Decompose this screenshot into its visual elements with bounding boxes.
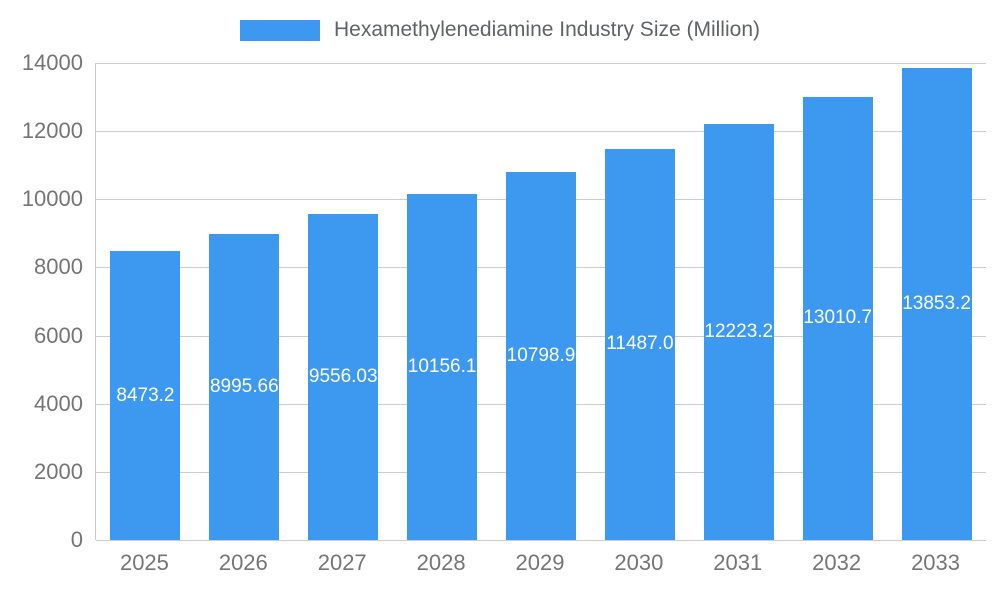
legend: Hexamethylenediamine Industry Size (Mill… <box>0 18 1000 42</box>
chart-title: Hexamethylenediamine Industry Size (Mill… <box>333 18 760 41</box>
bar-value-label: 11487.0 <box>606 333 674 355</box>
x-axis-tick-label: 2028 <box>416 550 466 575</box>
bar-value-label: 12223.2 <box>704 320 774 342</box>
x-axis-tick-label: 2031 <box>713 550 763 575</box>
x-axis-tick-label: 2027 <box>317 550 367 575</box>
bar-value-label: 10156.1 <box>407 355 477 377</box>
gridline <box>96 63 986 64</box>
bar-value-label: 10798.9 <box>506 345 576 367</box>
y-axis-tick-label: 10000 <box>21 186 83 212</box>
x-axis-tick-label: 2026 <box>218 550 268 575</box>
legend-swatch <box>239 19 320 41</box>
bar-value-label: 13010.7 <box>803 307 872 329</box>
plot-area: 8473.2 8995.66 9556.03 10156.1 10798.9 11487.… <box>95 63 986 541</box>
bar: 9556.03 <box>308 214 379 540</box>
bar: 10798.9 <box>506 172 576 540</box>
bar: 12223.2 <box>703 123 774 540</box>
bar: 8995.66 <box>209 233 280 540</box>
bar: 8473.2 <box>110 251 181 540</box>
bar-value-label: 8995.66 <box>209 375 279 397</box>
x-axis-tick-label: 2025 <box>119 550 169 575</box>
y-axis-tick-label: 8000 <box>34 254 83 280</box>
bar: 10156.1 <box>407 193 478 540</box>
bar-value-label: 8473.2 <box>116 384 175 406</box>
bar-value-label: 13853.2 <box>902 293 971 314</box>
gridline <box>96 131 986 133</box>
x-axis-tick-label: 2032 <box>812 550 862 575</box>
bar-value-label: 9556.03 <box>308 366 378 388</box>
y-axis-tick-label: 6000 <box>34 322 83 348</box>
y-axis-tick-label: 12000 <box>21 118 83 144</box>
bar: 11487.0 <box>604 148 675 540</box>
x-axis-tick-label: 2029 <box>515 550 565 575</box>
y-axis-tick-label: 14000 <box>21 50 83 75</box>
gridline <box>96 540 986 541</box>
y-axis-tick-label: 2000 <box>34 458 83 484</box>
y-axis-tick-label: 0 <box>70 527 83 552</box>
y-axis-tick-label: 4000 <box>34 390 83 416</box>
bar: 13010.7 <box>802 96 873 540</box>
bar: 13853.2 <box>901 68 972 540</box>
x-axis-tick-label: 2030 <box>614 550 664 575</box>
x-axis-tick-label: 2033 <box>911 550 961 575</box>
